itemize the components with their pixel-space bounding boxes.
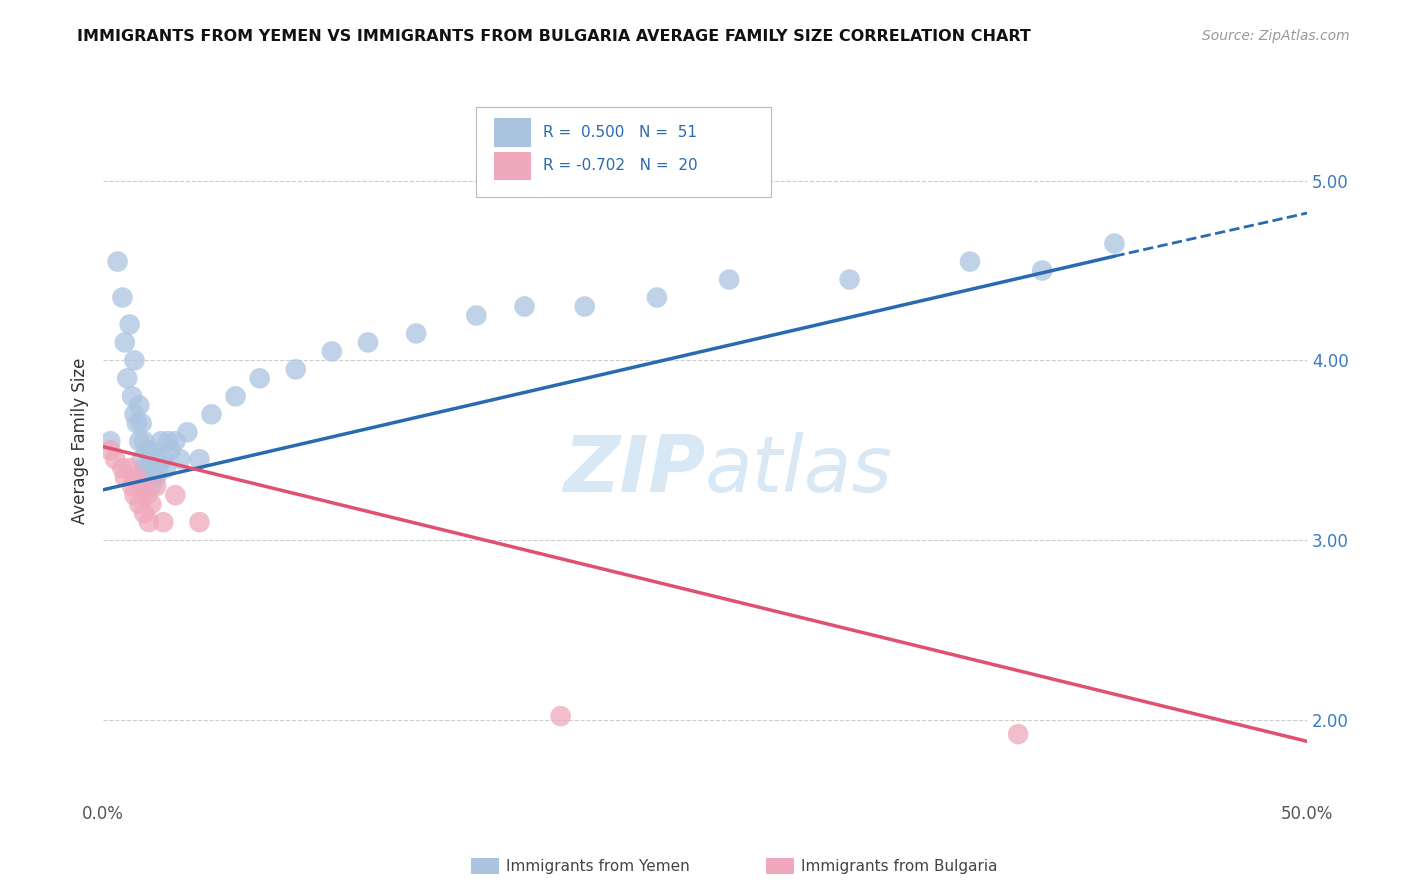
Point — [132, 461, 155, 475]
Point — [107, 254, 129, 268]
Point — [645, 291, 668, 305]
Text: Immigrants from Yemen: Immigrants from Yemen — [506, 859, 690, 873]
Point — [357, 335, 380, 350]
Point — [118, 318, 141, 332]
Point — [718, 272, 741, 286]
Point — [959, 254, 981, 268]
Point — [142, 470, 165, 484]
Point — [131, 452, 153, 467]
Point — [98, 434, 121, 449]
Point — [148, 461, 170, 475]
Point — [550, 709, 572, 723]
Point — [152, 515, 174, 529]
Point — [131, 417, 153, 431]
Point — [465, 309, 488, 323]
Point — [225, 389, 247, 403]
Point — [125, 470, 148, 484]
Point — [405, 326, 427, 341]
Point — [513, 300, 536, 314]
Point — [128, 398, 150, 412]
Point — [132, 506, 155, 520]
FancyBboxPatch shape — [477, 107, 772, 197]
Point — [135, 488, 157, 502]
Text: Source: ZipAtlas.com: Source: ZipAtlas.com — [1202, 29, 1350, 43]
Point — [138, 515, 160, 529]
Point — [121, 479, 143, 493]
Point — [145, 479, 167, 493]
Point — [131, 479, 153, 493]
Point — [574, 300, 596, 314]
Point — [114, 470, 136, 484]
Point — [1104, 236, 1126, 251]
Point — [145, 470, 167, 484]
Point — [111, 291, 134, 305]
Point — [321, 344, 343, 359]
Point — [165, 488, 187, 502]
Point — [141, 497, 163, 511]
Point — [1031, 263, 1053, 277]
Bar — [495, 152, 530, 180]
Point — [114, 335, 136, 350]
Point — [128, 434, 150, 449]
Point — [152, 452, 174, 467]
Point — [188, 515, 211, 529]
Point — [124, 407, 146, 421]
Point — [121, 389, 143, 403]
Point — [176, 425, 198, 440]
Point — [111, 461, 134, 475]
Point — [145, 452, 167, 467]
Point — [118, 461, 141, 475]
Point — [284, 362, 307, 376]
Text: atlas: atlas — [704, 432, 893, 508]
Point — [124, 353, 146, 368]
Point — [141, 479, 163, 493]
Text: ZIP: ZIP — [562, 432, 704, 508]
Point — [141, 443, 163, 458]
Point — [249, 371, 271, 385]
Point — [135, 470, 157, 484]
Point — [104, 452, 127, 467]
Point — [157, 434, 180, 449]
Point — [1007, 727, 1029, 741]
Point — [169, 452, 191, 467]
Point — [138, 461, 160, 475]
Point — [138, 470, 160, 484]
Text: R =  0.500   N =  51: R = 0.500 N = 51 — [543, 125, 696, 140]
Point — [98, 443, 121, 458]
Point — [149, 434, 172, 449]
Point — [155, 461, 177, 475]
Point — [135, 443, 157, 458]
Text: Immigrants from Bulgaria: Immigrants from Bulgaria — [801, 859, 998, 873]
Point — [132, 434, 155, 449]
Text: R = -0.702   N =  20: R = -0.702 N = 20 — [543, 159, 697, 173]
Point — [128, 497, 150, 511]
Point — [159, 443, 181, 458]
Point — [188, 452, 211, 467]
Text: IMMIGRANTS FROM YEMEN VS IMMIGRANTS FROM BULGARIA AVERAGE FAMILY SIZE CORRELATIO: IMMIGRANTS FROM YEMEN VS IMMIGRANTS FROM… — [77, 29, 1031, 44]
Point — [200, 407, 222, 421]
Point — [125, 417, 148, 431]
Y-axis label: Average Family Size: Average Family Size — [72, 358, 89, 524]
Bar — [495, 118, 530, 146]
Point — [115, 371, 138, 385]
Point — [165, 434, 187, 449]
Point — [838, 272, 860, 286]
Point — [124, 488, 146, 502]
